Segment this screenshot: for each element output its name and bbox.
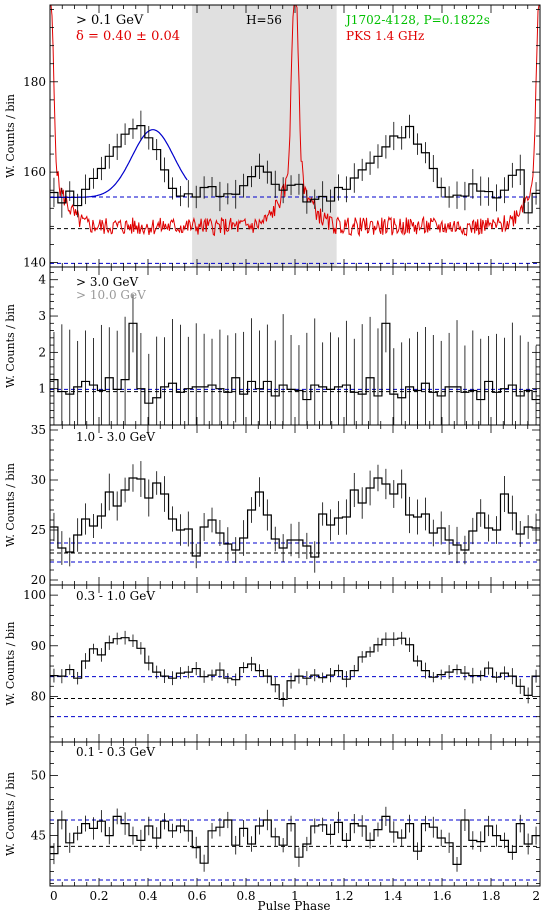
y-tick-label: 3 xyxy=(38,309,46,323)
y-tick-label: 100 xyxy=(23,588,46,602)
x-tick-label: 0 xyxy=(50,889,58,903)
y-axis-label: W. Counts / bin xyxy=(4,772,17,856)
y-tick-label: 45 xyxy=(31,829,46,843)
x-tick-label: 1.2 xyxy=(334,889,353,903)
annotation-energy-p2a: > 3.0 GeV xyxy=(76,275,138,289)
panel-frame xyxy=(49,424,541,586)
y-tick-label: 20 xyxy=(31,573,46,587)
histogram-steps xyxy=(50,322,540,404)
y-tick-label: 90 xyxy=(31,639,46,653)
x-tick-label: 1.6 xyxy=(432,889,451,903)
y-tick-label: 30 xyxy=(31,473,46,487)
annotation-energy-p3: 1.0 - 3.0 GeV xyxy=(76,430,155,444)
x-tick-label: 0.6 xyxy=(187,889,206,903)
x-tick-label: 0.2 xyxy=(89,889,108,903)
y-axis-label: W. Counts / bin xyxy=(4,622,17,706)
annotation-delta: δ = 0.40 ± 0.04 xyxy=(76,29,180,44)
annotation-energy-p4: 0.3 - 1.0 GeV xyxy=(76,589,155,603)
x-tick-label: 1.8 xyxy=(481,889,500,903)
panel-4: 80 90 100 W. Counts / bin xyxy=(4,584,541,743)
panel-5: 45 50 W. Counts / bin 0 0.2 0.4 0.6 0.8 1 1.2 1.4 1… xyxy=(4,741,541,903)
fit-curve xyxy=(50,129,188,198)
histogram-steps xyxy=(50,477,540,558)
annotation-htest: H=56 xyxy=(246,13,282,27)
y-tick-label: 50 xyxy=(31,769,46,783)
y-tick-label: 1 xyxy=(38,382,46,396)
x-axis-label: Pulse Phase xyxy=(258,899,331,913)
histogram-steps xyxy=(50,125,540,214)
y-tick-label: 160 xyxy=(23,165,46,179)
annotation-pulsar: J1702-4128, P=0.1822s xyxy=(344,13,490,27)
y-tick-label: 4 xyxy=(38,273,46,287)
x-tick-label: 1.4 xyxy=(383,889,402,903)
annotation-radio: PKS 1.4 GHz xyxy=(346,29,424,43)
shaded-region xyxy=(192,5,337,267)
annotation-energy-p2b: > 10.0 GeV xyxy=(76,288,146,302)
x-tick-label: 1 xyxy=(291,889,299,903)
y-axis-label: W. Counts / bin xyxy=(4,94,17,178)
y-tick-label: 2 xyxy=(38,345,46,359)
annotation-energy-top: > 0.1 GeV xyxy=(76,13,144,28)
y-tick-label: 80 xyxy=(31,689,46,703)
panel-2: 1 2 3 4 W. Counts / bin xyxy=(4,266,541,426)
y-axis-label: W. Counts / bin xyxy=(4,304,17,388)
panel-1: 140 160 180 W. Counts / bin xyxy=(4,4,541,269)
x-tick-label: 0.8 xyxy=(236,889,255,903)
panel-3: 20 25 30 35 W. Counts / bin xyxy=(4,423,541,587)
annotation-energy-p5: 0.1 - 0.3 GeV xyxy=(76,745,155,759)
y-tick-label: 180 xyxy=(23,75,46,89)
histogram-steps xyxy=(50,815,540,865)
x-tick-label: 0.4 xyxy=(138,889,157,903)
y-tick-label: 35 xyxy=(31,423,46,437)
histogram-steps xyxy=(50,637,540,701)
y-tick-label: 140 xyxy=(23,255,46,269)
panel-frame xyxy=(49,584,541,743)
y-axis-label: W. Counts / bin xyxy=(4,463,17,547)
panel-frame xyxy=(49,741,541,887)
x-tick-label: 2 xyxy=(532,889,540,903)
y-tick-label: 25 xyxy=(31,523,46,537)
